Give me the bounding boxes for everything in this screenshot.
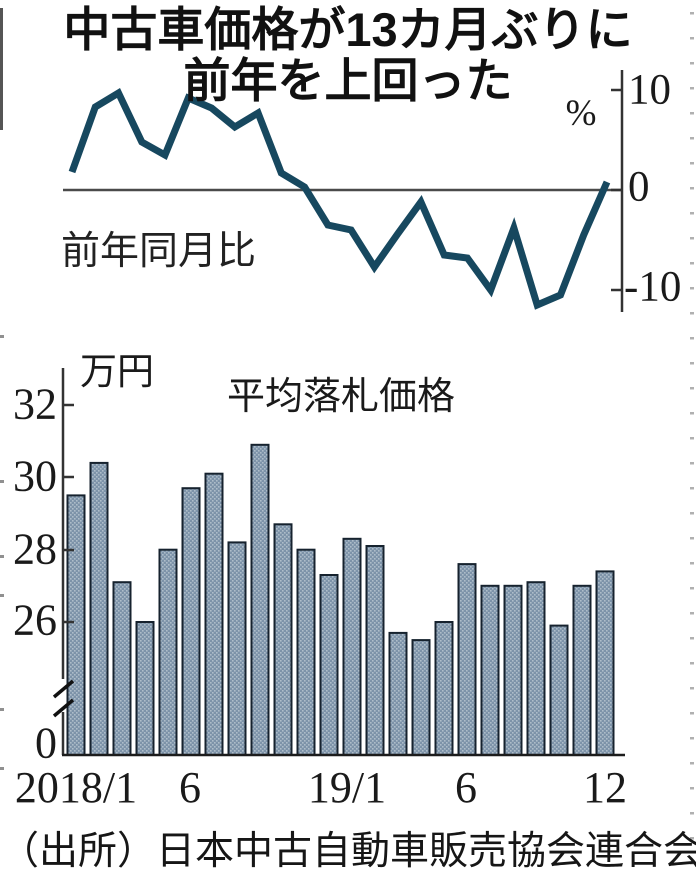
chart-title-line1: 中古車価格が13カ月ぶりに — [63, 3, 633, 56]
bar-chart-xtick-2019-1: 19/1 — [307, 763, 387, 812]
source-credit: （出所）日本中古自動車販売協会連合会 — [0, 830, 696, 873]
chart-title-line2: 前年を上回った — [183, 54, 513, 107]
line-chart-unit-label: % — [565, 93, 597, 134]
bar-chart-xtick-2018-1: 2018/1 — [14, 763, 138, 812]
line-chart-ytick-0: 0 — [628, 163, 650, 211]
bar-chart-ytick-28: 28 — [13, 524, 57, 574]
scan-edge-marks — [0, 8, 694, 865]
bar-chart-title: 平均落札価格 — [227, 376, 456, 418]
bar-chart-xtick-2019-12: 12 — [583, 763, 627, 812]
bar-chart-ytick-26: 26 — [13, 595, 57, 645]
axes — [52, 70, 625, 757]
line-series — [68, 88, 611, 310]
bar-chart-xtick-2018-6: 6 — [179, 763, 201, 812]
bar-series — [66, 443, 615, 757]
chart-title: 中古車価格が13カ月ぶりに 前年を上回った — [0, 4, 696, 106]
bar-chart-xtick-2019-6: 6 — [455, 763, 477, 812]
bar-chart-ytick-32: 32 — [13, 379, 57, 429]
line-chart-series-label: 前年同月比 — [61, 230, 257, 273]
line-chart-ytick-neg10: -10 — [624, 263, 682, 311]
bar-chart-ytick-0: 0 — [35, 718, 57, 768]
bar-chart-ytick-30: 30 — [13, 451, 57, 501]
line-chart-ytick-10: 10 — [628, 66, 671, 114]
bar-chart-unit-label: 万円 — [80, 351, 154, 392]
